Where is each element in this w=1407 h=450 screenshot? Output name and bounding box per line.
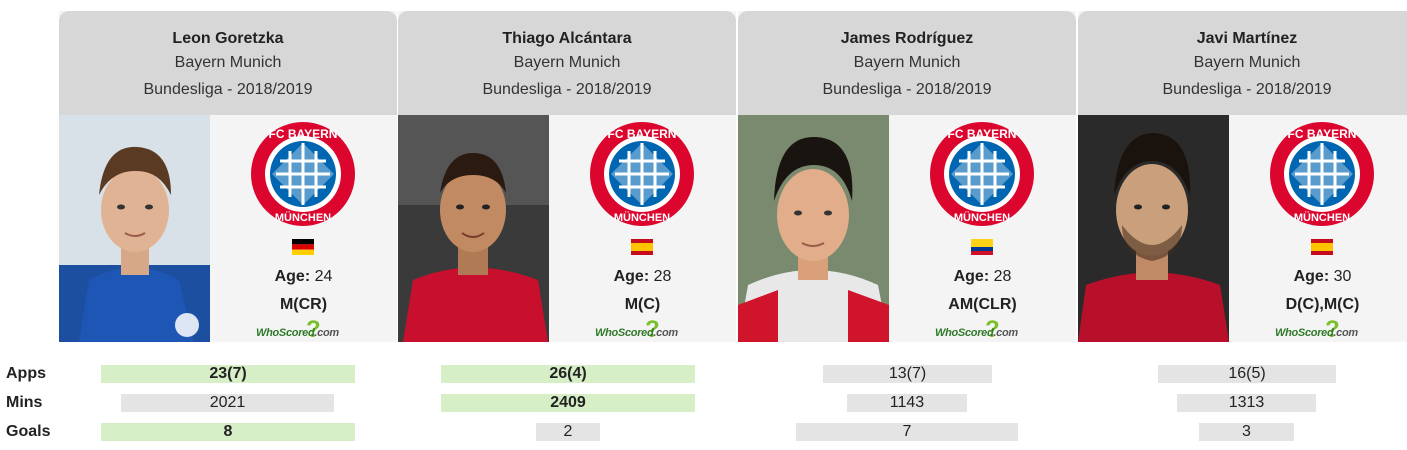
player-card: Javi Martínez Bayern Munich Bundesliga -…	[1078, 11, 1407, 343]
stat-goals: 2	[536, 423, 600, 441]
team-name[interactable]: Bayern Munich	[853, 54, 961, 71]
whoscored-logo: ? WhoScored.com	[1275, 316, 1358, 343]
stat-apps: 23(7)	[101, 365, 355, 383]
stat-apps: 13(7)	[823, 365, 992, 383]
competition: Bundesliga - 2018/2019	[482, 81, 652, 98]
stat-apps: 26(4)	[441, 365, 695, 383]
stat-goals: 7	[796, 423, 1018, 441]
card-header: Leon Goretzka Bayern Munich Bundesliga -…	[59, 11, 397, 115]
competition: Bundesliga - 2018/2019	[1162, 81, 1332, 98]
player-age: Age: 28	[953, 268, 1012, 285]
whoscored-logo: ? WhoScored.com	[595, 316, 678, 343]
player-card: Thiago Alcántara Bayern Munich Bundeslig…	[398, 11, 736, 343]
whoscored-logo: ? WhoScored.com	[935, 316, 1018, 343]
competition: Bundesliga - 2018/2019	[822, 81, 992, 98]
stat-apps: 16(5)	[1158, 365, 1336, 383]
player-card: James Rodríguez Bayern Munich Bundesliga…	[738, 11, 1076, 343]
bayern-crest-icon: FC BAYERN MÜNCHEN	[1270, 122, 1374, 226]
player-position: AM(CLR)	[948, 296, 1017, 313]
player-age: Age: 28	[613, 268, 672, 285]
player-position: D(C),M(C)	[1285, 296, 1360, 313]
team-name[interactable]: Bayern Munich	[1193, 54, 1301, 71]
svg-text:MÜNCHEN: MÜNCHEN	[275, 211, 331, 224]
player-age: Age: 24	[274, 268, 333, 285]
card-header: Javi Martínez Bayern Munich Bundesliga -…	[1078, 11, 1407, 115]
team-name[interactable]: Bayern Munich	[174, 54, 282, 71]
bayern-crest-icon: FC BAYERN MÜNCHEN	[251, 122, 355, 226]
competition: Bundesliga - 2018/2019	[143, 81, 313, 98]
whoscored-logo: ? WhoScored.com	[256, 316, 339, 343]
player-position: M(CR)	[279, 296, 328, 313]
bayern-crest-icon: FC BAYERN MÜNCHEN	[930, 122, 1034, 226]
stat-goals: 3	[1199, 423, 1294, 441]
stat-mins: 2409	[441, 394, 695, 412]
stat-label-mins: Mins	[6, 394, 43, 411]
svg-text:FC BAYERN: FC BAYERN	[269, 127, 338, 141]
player-photo	[1078, 115, 1229, 342]
card-header: James Rodríguez Bayern Munich Bundesliga…	[738, 11, 1076, 115]
spain-flag-icon	[631, 239, 653, 255]
player-photo	[398, 115, 549, 342]
player-photo	[59, 115, 210, 342]
stat-label-goals: Goals	[6, 423, 51, 440]
stat-label-apps: Apps	[6, 365, 46, 382]
player-name[interactable]: Javi Martínez	[1196, 30, 1298, 47]
stat-goals: 8	[101, 423, 355, 441]
stat-mins: 2021	[121, 394, 334, 412]
bayern-crest-icon: FC BAYERN MÜNCHEN	[590, 122, 694, 226]
svg-text:MÜNCHEN: MÜNCHEN	[614, 211, 670, 224]
spain-flag-icon	[1311, 239, 1333, 255]
player-card: Leon Goretzka Bayern Munich Bundesliga -…	[59, 11, 397, 343]
svg-text:FC BAYERN: FC BAYERN	[948, 127, 1017, 141]
svg-text:FC BAYERN: FC BAYERN	[608, 127, 677, 141]
stat-mins: 1313	[1177, 394, 1316, 412]
player-position: M(C)	[624, 296, 661, 313]
svg-text:FC BAYERN: FC BAYERN	[1288, 127, 1357, 141]
stat-mins: 1143	[847, 394, 967, 412]
svg-text:MÜNCHEN: MÜNCHEN	[954, 211, 1010, 224]
player-photo	[738, 115, 889, 342]
player-name[interactable]: Thiago Alcántara	[502, 30, 632, 47]
card-header: Thiago Alcántara Bayern Munich Bundeslig…	[398, 11, 736, 115]
player-name[interactable]: Leon Goretzka	[172, 30, 284, 47]
svg-text:MÜNCHEN: MÜNCHEN	[1294, 211, 1350, 224]
colombia-flag-icon	[971, 239, 993, 255]
team-name[interactable]: Bayern Munich	[513, 54, 621, 71]
player-age: Age: 30	[1293, 268, 1352, 285]
germany-flag-icon	[292, 239, 314, 255]
player-name[interactable]: James Rodríguez	[840, 30, 974, 47]
